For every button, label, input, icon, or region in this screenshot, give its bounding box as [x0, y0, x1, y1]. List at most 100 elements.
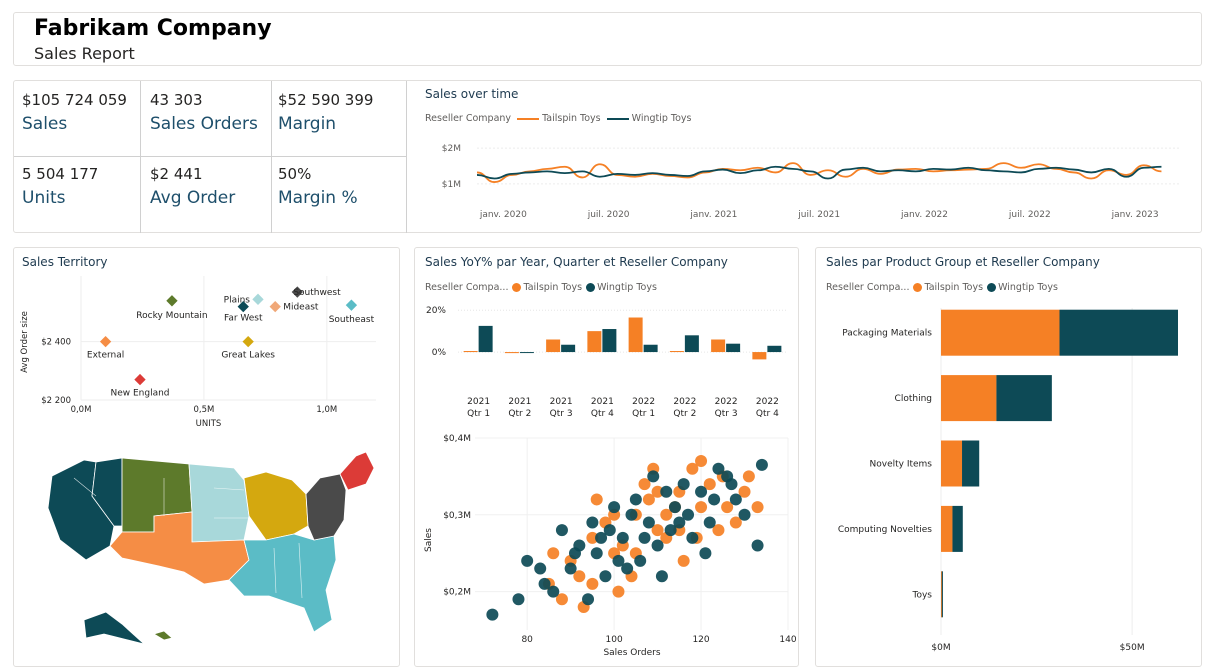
map-region-great-lakes — [243, 471, 309, 541]
legend-item-wingtip[interactable]: Wingtip Toys — [998, 282, 1058, 293]
legend-dot-wingtip — [987, 283, 997, 292]
scatter-point-wingtip-toys — [564, 562, 577, 575]
category-label: Packaging Materials — [842, 329, 932, 339]
legend-item-tailspin[interactable]: Tailspin Toys — [542, 113, 601, 124]
kpi-grid-line-v1 — [140, 81, 141, 233]
scatter-point-tailspin-toys — [555, 593, 568, 606]
product-title: Sales par Product Group et Reseller Comp… — [826, 255, 1100, 269]
scatter-point-wingtip-toys — [725, 478, 738, 491]
scatter-point-wingtip-toys — [703, 516, 716, 529]
bar-wingtip-toys — [561, 344, 576, 353]
bar-tailspin-toys — [587, 331, 602, 353]
bar-wingtip-toys — [519, 352, 534, 354]
yoy-title: Sales YoY% par Year, Quarter et Reseller… — [425, 255, 728, 269]
territory-label: Southwest — [293, 288, 341, 298]
x-tick-label-quarter: Qtr 4 — [756, 409, 779, 419]
map-region-new-england — [339, 451, 375, 491]
scatter-point-wingtip-toys — [708, 493, 721, 506]
scatter-point-tailspin-toys — [695, 455, 708, 468]
y-tick-label: $2 200 — [41, 396, 71, 406]
legend-line-wingtip — [606, 117, 629, 120]
kpi-margin-pct[interactable]: 50% Margin % — [270, 155, 406, 218]
x-tick-label-year: 2021 — [508, 397, 531, 407]
x-tick-label: juil. 2020 — [587, 210, 630, 220]
x-tick-label-quarter: Qtr 3 — [715, 409, 738, 419]
x-tick-label-year: 2022 — [632, 397, 655, 407]
scatter-point-tailspin-toys — [677, 554, 690, 567]
scatter-point-wingtip-toys — [547, 585, 560, 598]
scatter-point-tailspin-toys — [703, 478, 716, 491]
territory-point — [252, 293, 264, 305]
company-title: Fabrikam Company — [34, 16, 272, 41]
scatter-point-tailspin-toys — [738, 485, 751, 498]
scatter-point-wingtip-toys — [673, 516, 686, 529]
y-tick-label: $2 400 — [41, 338, 71, 348]
kpi-avg-order[interactable]: $2 441 Avg Order — [142, 155, 271, 218]
map-region-southeast — [228, 533, 337, 633]
scatter-point-tailspin-toys — [751, 501, 764, 514]
bar-wingtip-toys — [643, 344, 658, 353]
yoy-bar-chart[interactable]: 0% 20% 2021 Qtr 1 2021 Qtr 2 2021 Qtr 3 2021 Qtr … — [415, 298, 798, 428]
legend-item-tailspin[interactable]: Tailspin Toys — [924, 282, 984, 293]
bar-wingtip-toys — [478, 325, 493, 353]
legend-item-wingtip[interactable]: Wingtip Toys — [631, 113, 692, 124]
kpi-sales[interactable]: $105 724 059 Sales — [14, 81, 140, 144]
bar-wingtip-toys — [767, 345, 782, 353]
kpi-value: $2 441 — [150, 165, 203, 183]
sales-over-time-title: Sales over time — [425, 87, 519, 101]
legend-line-tailspin — [517, 117, 540, 120]
scatter-point-wingtip-toys — [638, 531, 651, 544]
sales-over-time-chart[interactable]: $1M $2M janv. 2020 juil. 2020 janv. 2021 juil… — [419, 129, 1199, 231]
scatter-point-wingtip-toys — [603, 524, 616, 537]
bar-wingtip-toys — [726, 343, 741, 353]
legend-item-tailspin[interactable]: Tailspin Toys — [523, 282, 583, 293]
bar-tailspin-toys — [463, 351, 478, 353]
bar-tailspin-toys — [941, 309, 1060, 356]
kpi-value: 5 504 177 — [22, 165, 99, 183]
product-bar-chart[interactable]: $0M $50M Packaging Materials Clothing Novelt… — [816, 300, 1201, 664]
territory-scatter-chart[interactable]: 0,0M 0,5M 1,0M $2 200 $2 400 UNITS Avg Order s… — [14, 276, 399, 436]
sales-orders-scatter-chart[interactable]: 80 100 120 140 $0,2M $0,3M $0,4M Sales Orders Sa… — [415, 430, 798, 664]
scatter-point-tailspin-toys — [660, 508, 673, 521]
scatter-point-wingtip-toys — [555, 524, 568, 537]
category-label: Toys — [912, 590, 933, 600]
map-region-mideast — [305, 473, 347, 541]
scatter-point-wingtip-toys — [647, 470, 660, 483]
yoy-legend: Reseller Compa... Tailspin Toys Wingtip … — [425, 282, 657, 293]
x-tick-label: janv. 2021 — [689, 210, 737, 220]
x-axis-label: UNITS — [196, 419, 222, 429]
scatter-point-tailspin-toys — [586, 577, 599, 590]
us-territory-map[interactable] — [44, 448, 384, 653]
x-tick-label: 80 — [521, 635, 533, 645]
bar-wingtip-toys — [962, 440, 980, 487]
scatter-point-wingtip-toys — [582, 593, 595, 606]
bar-tailspin-toys — [941, 440, 963, 487]
scatter-point-wingtip-toys — [660, 485, 673, 498]
kpi-units[interactable]: 5 504 177 Units — [14, 155, 140, 218]
map-region-rocky-mountain — [153, 630, 173, 641]
kpi-grid-line-h — [14, 156, 407, 157]
series-line-tailspin-toys — [476, 162, 1162, 183]
legend-dot-tailspin — [913, 283, 923, 292]
x-tick-label: janv. 2020 — [479, 210, 527, 220]
y-tick-label: $0,4M — [443, 434, 471, 444]
category-label: Computing Novelties — [838, 525, 932, 535]
kpi-value: $105 724 059 — [22, 91, 127, 109]
series-line-wingtip-toys — [476, 165, 1162, 180]
x-tick-label: $0M — [931, 643, 950, 653]
x-tick-label-quarter: Qtr 2 — [508, 409, 531, 419]
category-label: Clothing — [895, 394, 932, 404]
territory-label: Great Lakes — [221, 351, 275, 361]
bar-wingtip-toys — [684, 335, 699, 353]
kpi-margin[interactable]: $52 590 399 Margin — [270, 81, 406, 144]
legend-item-wingtip[interactable]: Wingtip Toys — [597, 282, 657, 293]
x-tick-label: 140 — [779, 635, 796, 645]
scatter-point-tailspin-toys — [590, 493, 603, 506]
bar-wingtip-toys — [952, 505, 963, 552]
scatter-point-wingtip-toys — [682, 508, 695, 521]
scatter-point-tailspin-toys — [612, 585, 625, 598]
territory-card: Sales Territory 0,0M 0,5M 1,0M $2 200 $2 400… — [13, 247, 400, 667]
kpi-sales-orders[interactable]: 43 303 Sales Orders — [142, 81, 271, 144]
bar-tailspin-toys — [628, 317, 643, 353]
x-tick-label-quarter: Qtr 2 — [673, 409, 696, 419]
